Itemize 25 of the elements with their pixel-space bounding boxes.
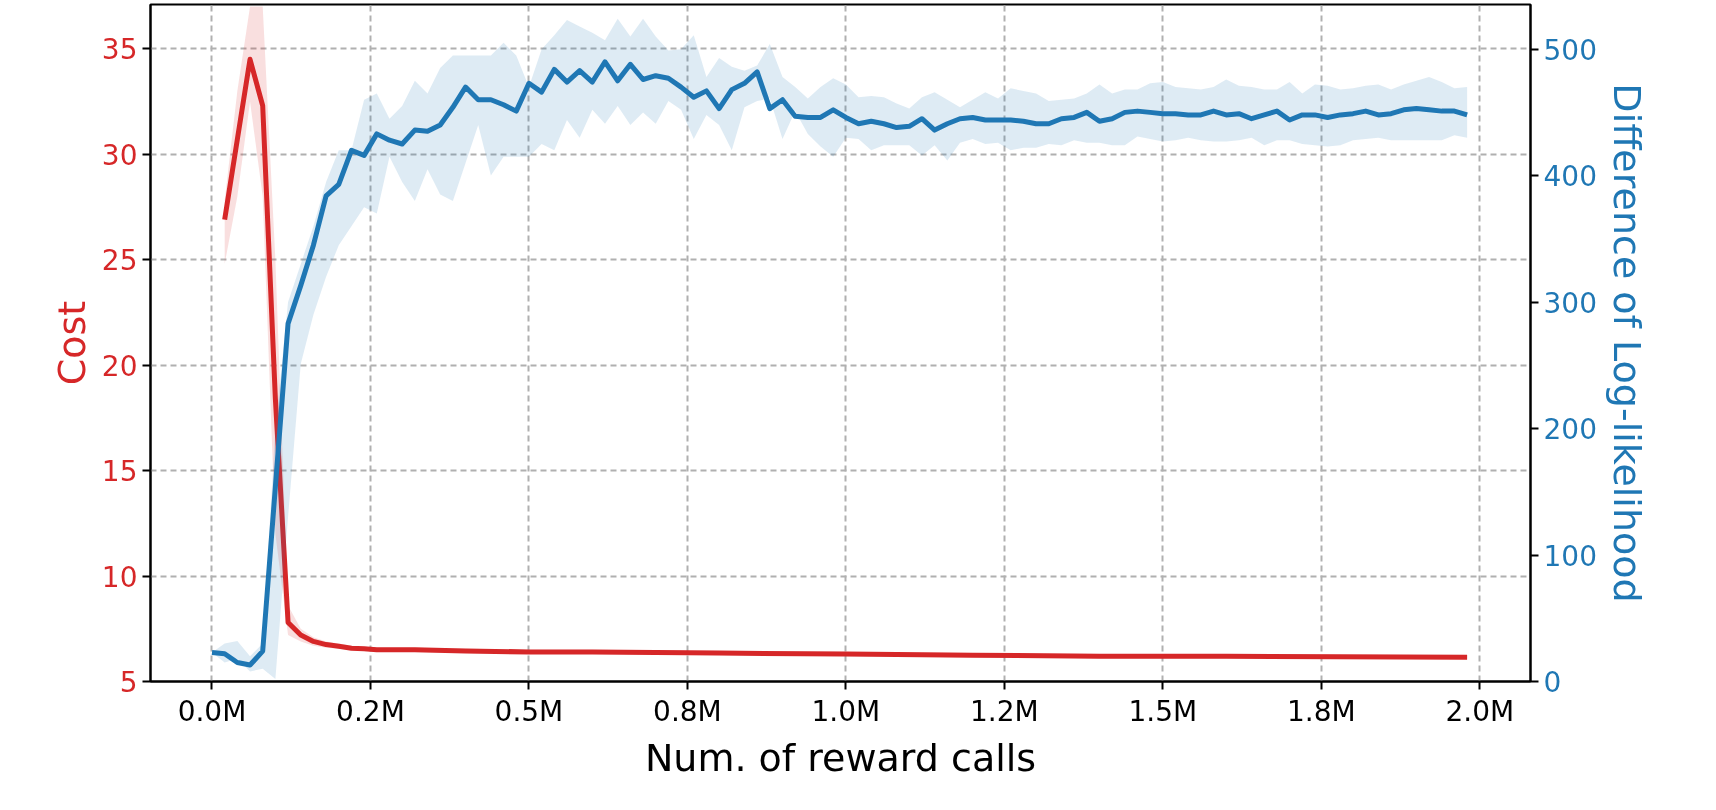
y-tick-label: 35	[101, 33, 138, 67]
x-tick-label: 1.8M	[1286, 694, 1356, 728]
y2-tick-label: 500	[1543, 33, 1597, 67]
y2-tick-label: 400	[1543, 160, 1597, 194]
x-tick-label: 1.2M	[970, 694, 1039, 728]
y2-tick-label: 0	[1543, 666, 1562, 699]
y-tick-label: 10	[101, 560, 138, 594]
y-tick-label: 15	[101, 455, 138, 489]
x-tick-label: 0.0M	[177, 694, 247, 728]
y2-tick-label: 100	[1543, 539, 1597, 573]
y-tick-label: 20	[101, 349, 138, 383]
x-tick-label: 1.5M	[1128, 694, 1198, 728]
x-axis-title: Num. of reward calls	[644, 735, 1037, 780]
x-tick-label: 0.8M	[653, 694, 722, 728]
y2-tick-label: 200	[1543, 413, 1597, 447]
y-tick-label: 5	[119, 666, 138, 699]
x-tick-label: 2.0M	[1445, 694, 1515, 728]
y-tick-label: 30	[101, 138, 138, 172]
y2-tick-label: 300	[1543, 286, 1597, 320]
x-tick-label: 1.0M	[811, 694, 881, 728]
y2-axis-title: Difference of Log-likelihood	[1604, 83, 1649, 603]
x-tick-label: 0.2M	[336, 694, 405, 728]
y-axis-title: Cost	[49, 300, 94, 386]
x-tick-label: 0.5M	[494, 694, 564, 728]
y-tick-label: 25	[101, 244, 138, 278]
